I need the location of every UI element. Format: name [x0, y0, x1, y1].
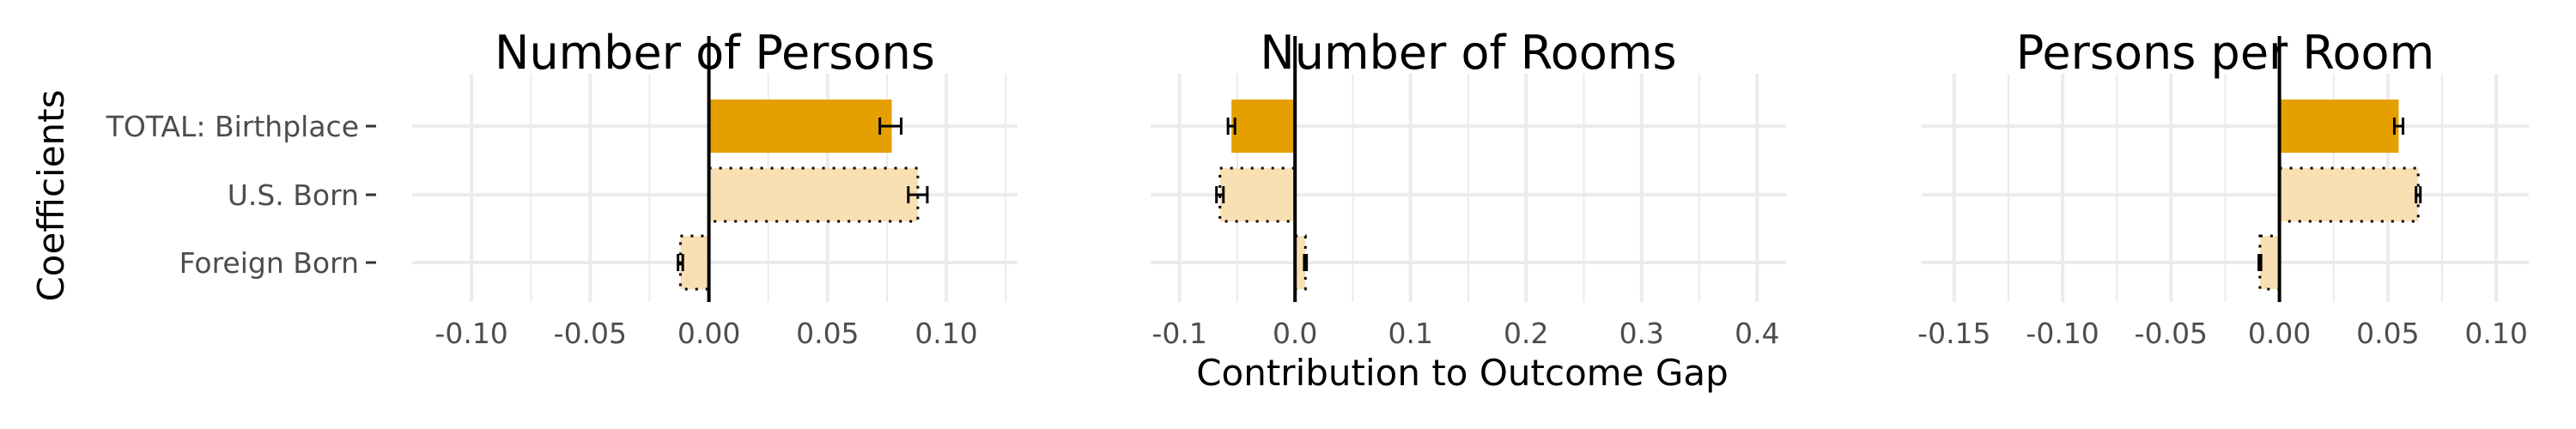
x-tick-label: 0.1: [1388, 317, 1432, 350]
x-tick-label: 0.00: [677, 317, 740, 350]
bar-foreign-born: [1293, 234, 1307, 291]
x-axis-title: Contribution to Outcome Gap: [1196, 352, 1728, 394]
x-tick-label: 0.10: [914, 317, 977, 350]
bar-foreign-born: [678, 234, 711, 291]
x-tick-label: 0.00: [2248, 317, 2311, 350]
x-tick-label: 0.3: [1619, 317, 1664, 350]
panel-title: Number of Rooms: [1260, 26, 1676, 80]
chart-panels: Number of Persons -0.10 -0.05 0.00 0.05 0.10 T…: [106, 26, 2529, 350]
bar-total-birthplace: [1231, 100, 1296, 153]
bar-u-s-born: [1218, 166, 1297, 223]
x-tick-label: -0.05: [554, 317, 627, 350]
x-tick-label: -0.15: [1917, 317, 1990, 350]
bar-total-birthplace: [708, 100, 892, 153]
category-label: Foreign Born: [179, 246, 359, 280]
x-tick-label: 0.05: [796, 317, 859, 350]
bar-u-s-born: [2278, 166, 2420, 223]
x-tick-label: 0.0: [1273, 317, 1317, 350]
x-tick-label: 0.10: [2464, 317, 2527, 350]
panel-3: Persons per Room -0.15 -0.10 -0.05 0.00 0.05 0…: [1917, 26, 2529, 350]
category-label: TOTAL: Birthplace: [106, 110, 359, 143]
x-tick-label: -0.1: [1151, 317, 1206, 350]
x-tick-label: 0.05: [2356, 317, 2419, 350]
panel-2: Number of Rooms -0.1 0.0 0.1 0.2 0.3 0.4: [1151, 26, 1786, 350]
x-tick-label: -0.10: [2026, 317, 2099, 350]
bar-foreign-born: [2258, 234, 2281, 291]
panel-title: Number of Persons: [495, 26, 935, 80]
x-tick-label: 0.2: [1504, 317, 1548, 350]
x-tick-label: -0.05: [2135, 317, 2208, 350]
bar-u-s-born: [708, 166, 920, 223]
category-label: U.S. Born: [228, 178, 359, 212]
y-axis-title: Coefficients: [30, 89, 72, 301]
panel-title: Persons per Room: [2016, 26, 2434, 80]
panel-1: Number of Persons -0.10 -0.05 0.00 0.05 0.10 T…: [106, 26, 1018, 350]
x-tick-label: 0.4: [1735, 317, 1779, 350]
x-tick-label: -0.10: [434, 317, 507, 350]
bar-total-birthplace: [2279, 100, 2399, 153]
